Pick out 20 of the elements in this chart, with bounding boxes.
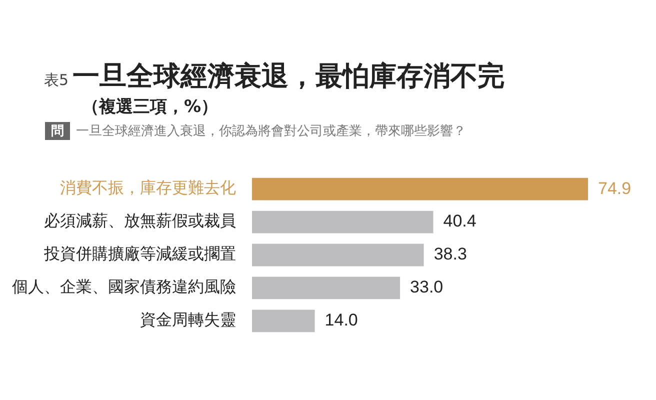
y-tick-label: 資金周轉失靈 — [140, 310, 236, 330]
bar — [252, 244, 424, 266]
y-tick-label: 必須減薪、放無薪假或裁員 — [44, 211, 236, 230]
y-tick-label: 個人、企業、國家債務違約風險 — [12, 277, 236, 296]
bar — [252, 276, 400, 300]
text: 表5 — [44, 71, 69, 89]
data-label: 33.0 — [410, 278, 444, 297]
y-tick-label: 消費不振，庫存更難去化 — [60, 178, 236, 198]
data-label: 38.3 — [434, 244, 467, 264]
text: （複選三項，%） — [82, 96, 218, 118]
data-label: 74.9 — [598, 178, 632, 198]
text: 一旦全球經濟進入衰退，你認為將會對公司或產業，帶來哪些影響？ — [76, 124, 466, 139]
bar — [252, 178, 588, 200]
text: 問 — [45, 122, 70, 140]
data-label: 14.0 — [324, 310, 358, 330]
data-label: 40.4 — [443, 212, 476, 231]
bar — [252, 210, 434, 234]
y-tick-label: 投資併購擴廠等減緩或擱置 — [43, 244, 236, 264]
bar — [252, 310, 315, 332]
chart-subtitle: 一旦全球經濟衰退，最怕庫存消不完 — [72, 61, 505, 92]
